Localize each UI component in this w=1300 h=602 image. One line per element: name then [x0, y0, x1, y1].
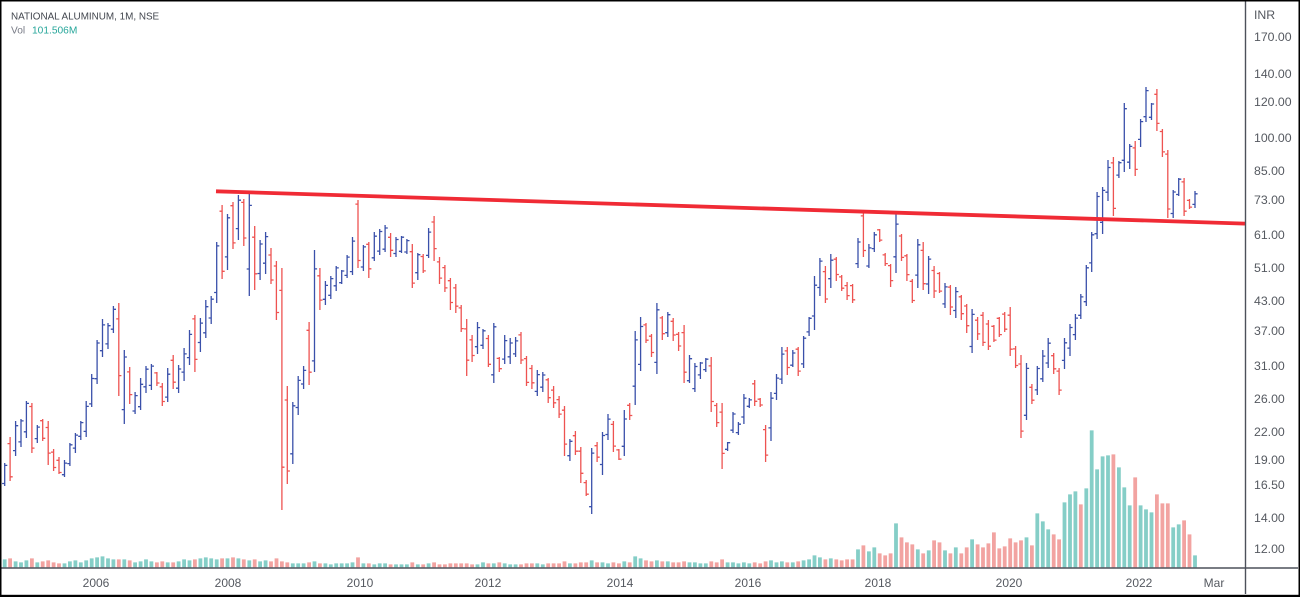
svg-text:2010: 2010: [347, 576, 374, 590]
svg-text:37.00: 37.00: [1254, 324, 1285, 338]
svg-text:Vol: Vol: [11, 26, 25, 37]
svg-text:140.00: 140.00: [1254, 67, 1292, 81]
svg-text:Mar: Mar: [1204, 576, 1225, 590]
svg-text:43.00: 43.00: [1254, 294, 1285, 308]
svg-text:19.00: 19.00: [1254, 453, 1285, 467]
svg-text:INR: INR: [1254, 8, 1275, 22]
svg-text:100.00: 100.00: [1254, 131, 1292, 145]
svg-text:85.00: 85.00: [1254, 164, 1285, 178]
svg-text:31.00: 31.00: [1254, 359, 1285, 373]
svg-text:2022: 2022: [1126, 576, 1153, 590]
svg-text:16.50: 16.50: [1254, 478, 1285, 492]
svg-text:2006: 2006: [83, 576, 110, 590]
svg-text:61.00: 61.00: [1254, 228, 1285, 242]
svg-text:101.506M: 101.506M: [32, 26, 77, 37]
svg-text:2014: 2014: [607, 576, 634, 590]
svg-text:2018: 2018: [865, 576, 892, 590]
svg-text:73.00: 73.00: [1254, 193, 1285, 207]
svg-text:12.00: 12.00: [1254, 542, 1285, 556]
svg-text:26.00: 26.00: [1254, 392, 1285, 406]
svg-text:2008: 2008: [215, 576, 242, 590]
svg-text:2020: 2020: [996, 576, 1023, 590]
svg-text:170.00: 170.00: [1254, 30, 1292, 44]
svg-text:22.00: 22.00: [1254, 425, 1285, 439]
svg-text:51.00: 51.00: [1254, 261, 1285, 275]
svg-text:2016: 2016: [735, 576, 762, 590]
svg-text:NATIONAL ALUMINUM, 1M, NSE: NATIONAL ALUMINUM, 1M, NSE: [11, 12, 160, 23]
svg-text:2012: 2012: [475, 576, 502, 590]
svg-text:120.00: 120.00: [1254, 95, 1292, 109]
svg-text:14.00: 14.00: [1254, 511, 1285, 525]
